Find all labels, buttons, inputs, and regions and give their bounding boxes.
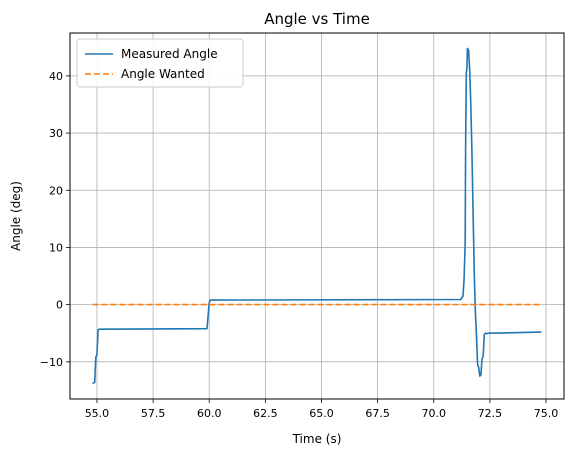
legend-box (76, 38, 244, 88)
x-tick-label: 70.0 (422, 407, 447, 420)
y-tick-label: −10 (40, 356, 63, 369)
y-tick-label: 20 (49, 184, 63, 197)
ticks: 55.0 57.5 60.0 62.5 65.0 67.5 70.0 72.5 75.0 −10 0… (40, 70, 559, 420)
x-tick-label: 62.5 (253, 407, 278, 420)
plot-frame (69, 32, 565, 400)
legend-label: Angle Wanted (121, 67, 205, 81)
x-axis-label: Time (s) (292, 432, 342, 446)
x-tick-label: 65.0 (309, 407, 334, 420)
legend-label: Measured Angle (121, 47, 218, 61)
legend: Measured Angle Angle Wanted (76, 38, 244, 88)
series-line-measured-angle (92, 47, 542, 385)
x-tick-label: 60.0 (197, 407, 222, 420)
y-tick-label: 0 (56, 299, 63, 312)
y-tick-label: 10 (49, 241, 63, 254)
x-tick-label: 57.5 (141, 407, 166, 420)
x-tick-label: 72.5 (478, 407, 503, 420)
x-tick-label: 67.5 (365, 407, 390, 420)
x-tick-label: 75.0 (534, 407, 559, 420)
y-axis-label: Angle (deg) (9, 181, 23, 251)
series-layer (92, 47, 542, 385)
y-tick-label: 40 (49, 70, 63, 83)
y-tick-label: 30 (49, 127, 63, 140)
x-tick-label: 55.0 (85, 407, 110, 420)
chart-title: Angle vs Time (264, 10, 370, 28)
